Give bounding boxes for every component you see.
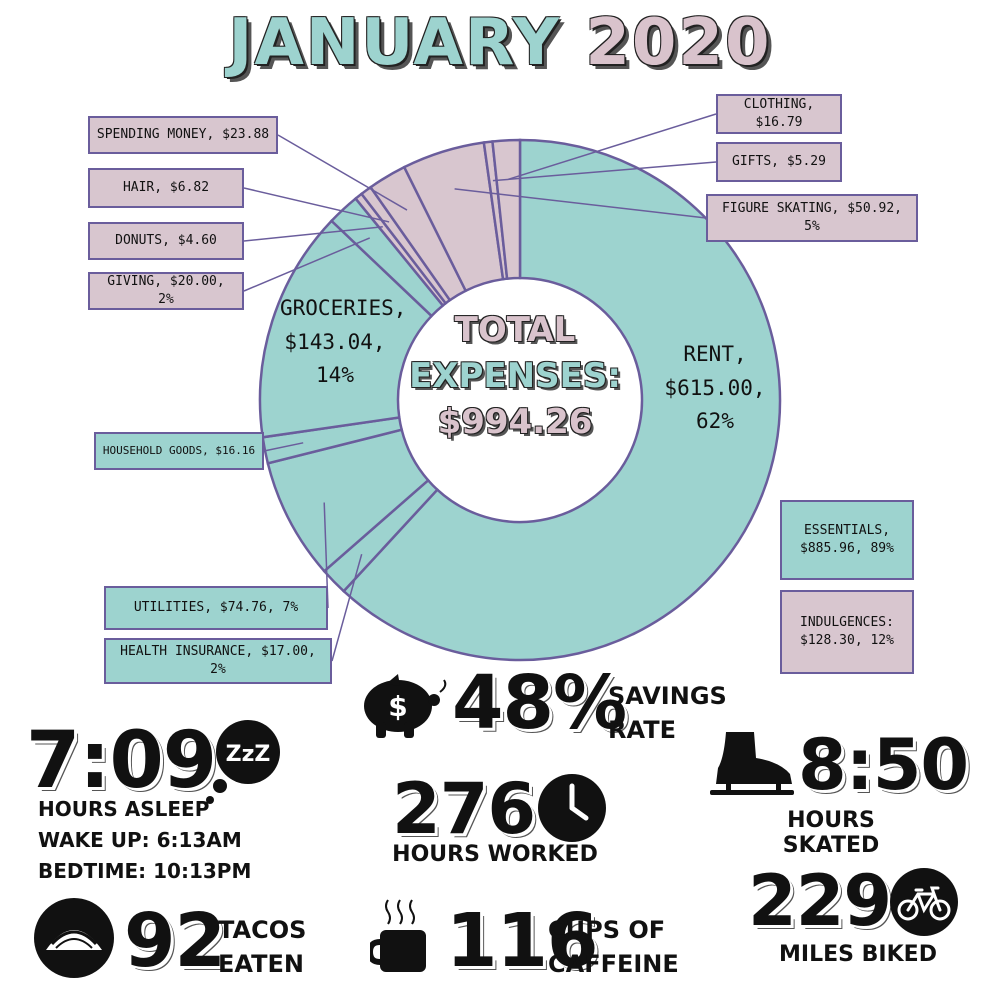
tacos-value: 92 xyxy=(124,898,226,984)
leader-line-clothing xyxy=(508,113,717,181)
hours-skated-caption: HOURS SKATED xyxy=(782,808,880,858)
piggy-bank-icon: $ xyxy=(364,674,447,738)
label-clothing: CLOTHING, $16.79 xyxy=(716,94,842,134)
taco-icon xyxy=(34,898,114,978)
sleep-line-1: HOURS ASLEEP xyxy=(38,797,210,821)
savings-line-1: SAVINGS xyxy=(608,682,727,710)
label-donuts: DONUTS, $4.60 xyxy=(88,222,244,260)
caffeine-line-1: CUPS OF xyxy=(548,916,666,944)
leader-line-gifts xyxy=(492,161,717,182)
leader-line-health-insurance xyxy=(331,553,363,662)
essentials-detail: $885.96, 89% xyxy=(800,541,894,556)
groceries-amount: $143.04, xyxy=(284,329,386,354)
leader-line-donuts xyxy=(243,226,383,242)
tacos-caption: TACOS EATEN xyxy=(218,914,306,981)
label-utilities: UTILITIES, $74.76, 7% xyxy=(104,586,328,630)
clock-icon xyxy=(538,774,606,842)
center-total: $994.26 xyxy=(437,401,593,442)
hours-worked-caption: HOURS WORKED xyxy=(392,842,598,867)
group-essentials: ESSENTIALS, $885.96, 89% xyxy=(780,500,914,580)
savings-line-2: RATE xyxy=(608,715,676,744)
label-figure-skating: FIGURE SKATING, $50.92, 5% xyxy=(706,194,918,242)
leader-line-giving xyxy=(243,237,371,292)
leader-line-figure-skating xyxy=(454,188,707,219)
indulgences-detail: $128.30, 12% xyxy=(800,633,894,648)
page-title: JANUARY 2020 xyxy=(0,6,1000,80)
savings-rate-caption: SAVINGS RATE xyxy=(608,680,727,747)
sleep-value: 7:09 xyxy=(26,716,217,806)
essentials-label: ESSENTIALS, xyxy=(803,523,891,539)
center-line-1: TOTAL xyxy=(454,310,576,350)
tacos-line-2: EATEN xyxy=(218,949,304,978)
sleep-line-3: BEDTIME: 10:13PM xyxy=(38,859,252,883)
label-gifts: GIFTS, $5.29 xyxy=(716,142,842,182)
label-hair: HAIR, $6.82 xyxy=(88,168,244,208)
slice-label-groceries: GROCERIES, $143.04, 14% xyxy=(280,292,407,393)
coffee-mug-icon xyxy=(370,899,426,972)
indulgences-label: INDULGENCES: xyxy=(800,615,894,631)
sleep-bubble-icon: ZzZ xyxy=(206,720,280,804)
miles-biked-value: 229 xyxy=(748,860,892,942)
leader-line-spending-money xyxy=(277,134,408,211)
savings-rate-value: 48% xyxy=(452,660,627,746)
caffeine-value: 116 xyxy=(446,898,598,984)
rent-amount: $615.00, xyxy=(664,375,766,400)
leader-line-household-goods xyxy=(263,442,304,452)
sleep-caption: HOURS ASLEEP WAKE UP: 6:13AM BEDTIME: 10… xyxy=(38,794,251,887)
sleep-line-2: WAKE UP: 6:13AM xyxy=(38,828,242,852)
zzz-text: ZzZ xyxy=(226,742,271,767)
title-month: JANUARY xyxy=(228,6,562,80)
expenses-donut-chart xyxy=(243,113,782,662)
leader-line-hair xyxy=(243,187,390,223)
svg-text:$: $ xyxy=(388,690,407,723)
miles-biked-caption: MILES BIKED xyxy=(779,942,937,967)
label-spending-money: SPENDING MONEY, $23.88 xyxy=(88,116,278,154)
slice-label-rent: RENT, $615.00, 62% xyxy=(660,338,770,439)
ice-skate-icon xyxy=(710,732,794,795)
label-household-goods: HOUSEHOLD GOODS, $16.16 xyxy=(94,432,264,470)
rent-pct: 62% xyxy=(696,409,734,434)
label-giving: GIVING, $20.00, 2% xyxy=(88,272,244,310)
center-line-2: EXPENSES: xyxy=(409,355,621,396)
title-year: 2020 xyxy=(585,6,772,80)
bicycle-icon xyxy=(890,868,958,936)
slice-clothing xyxy=(491,138,522,281)
group-indulgences: INDULGENCES: $128.30, 12% xyxy=(780,590,914,674)
caffeine-caption: CUPS OF CAFFEINE xyxy=(548,914,679,981)
hours-skated-value: 8:50 xyxy=(798,724,969,806)
caffeine-line-2: CAFFEINE xyxy=(548,949,679,978)
slice-groceries xyxy=(258,219,434,439)
slice-rent xyxy=(341,138,782,662)
donut-center-label: TOTAL EXPENSES: $994.26 xyxy=(405,308,625,446)
label-health-insurance: HEALTH INSURANCE, $17.00, 2% xyxy=(104,638,332,684)
tacos-line-1: TACOS xyxy=(218,916,307,944)
rent-name: RENT, xyxy=(683,342,747,366)
groceries-pct: 14% xyxy=(316,363,354,388)
groceries-name: GROCERIES, xyxy=(280,296,407,320)
hours-worked-value: 276 xyxy=(392,768,536,850)
